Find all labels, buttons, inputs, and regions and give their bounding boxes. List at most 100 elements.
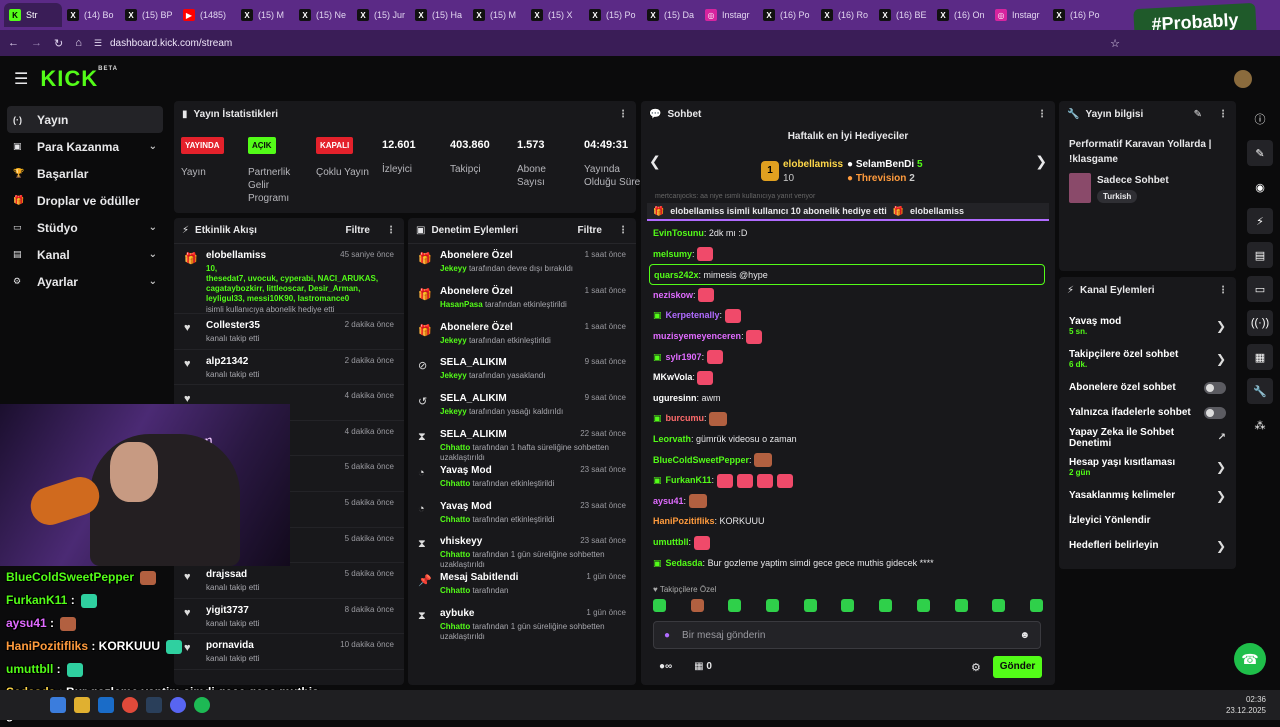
browser-tab[interactable]: X (16) Po <box>758 3 816 27</box>
browser-tab[interactable]: X (15) M <box>468 3 526 27</box>
chevron-down-icon[interactable]: ⌄ <box>148 249 157 260</box>
system-clock[interactable]: 02:36 23.12.2025 <box>1225 695 1266 715</box>
chat-username[interactable]: quars242x <box>654 270 699 281</box>
chat-username[interactable]: umuttbll <box>653 536 689 547</box>
chevron-down-icon[interactable]: ⌄ <box>148 276 157 287</box>
discord-icon[interactable] <box>170 697 186 713</box>
channel-action-row[interactable]: Yavaş mod 5 sn. ❯ <box>1069 315 1226 336</box>
moderation-filter-button[interactable]: Filtre <box>577 225 602 236</box>
chat-more-icon[interactable]: ⋮ <box>1037 108 1047 120</box>
browser-tab[interactable]: ◎ Instagr <box>990 3 1048 27</box>
chat-username[interactable]: Kerpetenally <box>665 310 720 321</box>
chrome-icon[interactable] <box>122 697 138 713</box>
browser-tab[interactable]: X (16) Ro <box>816 3 874 27</box>
sidebar-item-para-kazanma[interactable]: ▣ Para Kazanma ⌄ <box>13 139 157 154</box>
chat-icon[interactable]: ▭ <box>1247 276 1273 302</box>
chat-username[interactable]: MKwVola <box>653 372 693 383</box>
emote-icon[interactable] <box>766 599 780 612</box>
leaderboard-next-icon[interactable]: ❯ <box>1035 153 1047 169</box>
browser-tab[interactable]: ▶ (1485) <box>178 3 236 27</box>
chat-settings-icon[interactable]: ⚙ <box>971 662 981 674</box>
emote-icon[interactable] <box>690 599 704 612</box>
sidebar-item-kanal[interactable]: ▤ Kanal ⌄ <box>13 247 157 262</box>
sidebar-item-ayarlar[interactable]: ⚙ Ayarlar ⌄ <box>13 274 157 289</box>
chevron-right-icon[interactable]: ❯ <box>1215 488 1226 503</box>
channel-action-row[interactable]: Yasaklanmış kelimeler ❯ <box>1069 488 1226 503</box>
leaderboard-prev-icon[interactable]: ❮ <box>649 153 661 169</box>
kick-logo[interactable]: KICKBETA <box>40 66 119 91</box>
info-icon[interactable]: ⓘ <box>1254 114 1266 126</box>
reload-icon[interactable]: ↻ <box>54 37 64 50</box>
browser-tab[interactable]: X (16) BE <box>874 3 932 27</box>
channel-action-row[interactable]: Hesap yaşı kısıtlaması 2 gün ❯ <box>1069 456 1226 477</box>
chat-username[interactable]: EvinTosunu <box>653 228 704 238</box>
camera-icon[interactable]: ◉ <box>1255 181 1265 194</box>
channel-action-row[interactable]: İzleyici Yönlendir <box>1069 515 1151 526</box>
chat-username[interactable]: HaniPozitifliks <box>653 516 715 527</box>
browser-tab[interactable]: X (15) Jur <box>352 3 410 27</box>
chevron-right-icon[interactable]: ❯ <box>1215 459 1226 474</box>
activity-more-icon[interactable]: ⋮ <box>386 225 396 236</box>
forward-icon[interactable]: → <box>31 37 42 49</box>
tools-icon[interactable]: 🔧 <box>1247 378 1273 404</box>
steam-icon[interactable] <box>146 697 162 713</box>
windows-start-icon[interactable] <box>50 697 66 713</box>
browser-tab[interactable]: X (16) On <box>932 3 990 27</box>
browser-tab[interactable]: X (16) Po <box>1048 3 1106 27</box>
browser-tab[interactable]: X (15) X <box>526 3 584 27</box>
edit-icon[interactable]: ✎ <box>1193 108 1202 120</box>
browser-tab[interactable]: X (15) Po <box>584 3 642 27</box>
browser-tab[interactable]: X (15) Ne <box>294 3 352 27</box>
emote-icon[interactable] <box>992 599 1006 612</box>
emote-icon[interactable] <box>653 599 666 612</box>
channel-points-icon[interactable]: ●∞ <box>659 661 673 672</box>
emote-icon[interactable] <box>879 599 893 612</box>
chat-username[interactable]: FurkanK11 <box>665 475 712 486</box>
mic-icon[interactable]: ● <box>664 629 671 641</box>
file-explorer-icon[interactable] <box>74 697 90 713</box>
emote-icon[interactable] <box>841 599 855 612</box>
bookmark-star-icon[interactable]: ☆ <box>1110 37 1120 50</box>
url-input[interactable]: dashboard.kick.com/stream <box>109 37 233 49</box>
external-link-icon[interactable]: ↗ <box>1217 432 1226 443</box>
chat-username[interactable]: burcumu <box>665 413 705 424</box>
nodes-icon[interactable]: ⁂ <box>1254 419 1266 432</box>
browser-tab[interactable]: K Str <box>4 3 62 27</box>
emote-icon[interactable] <box>954 599 968 612</box>
stream-info-more-icon[interactable]: ⋮ <box>1218 108 1228 120</box>
channel-action-row[interactable]: Abonelere özel sohbet <box>1059 375 1236 400</box>
chevron-right-icon[interactable]: ❯ <box>1215 538 1226 553</box>
pencil-icon[interactable]: ✎ <box>1247 140 1273 166</box>
channel-actions-more-icon[interactable]: ⋮ <box>1218 284 1228 296</box>
channel-action-row[interactable]: Takipçilere özel sohbet 6 dk. ❯ <box>1069 348 1226 369</box>
spotify-icon[interactable] <box>194 697 210 713</box>
points-counter[interactable]: ▦ 0 <box>694 661 712 672</box>
emoji-icon[interactable]: ☻ <box>1019 629 1030 641</box>
chat-username[interactable]: melsumy <box>653 248 693 259</box>
chat-username[interactable]: uguresinn <box>653 392 697 403</box>
chat-username[interactable]: Sedasda <box>665 557 703 568</box>
home-icon[interactable]: ⌂ <box>75 37 82 49</box>
sidebar-item-yay-n[interactable]: (·) Yayın <box>7 106 163 133</box>
chat-username[interactable]: BlueColdSweetPepper <box>653 454 750 465</box>
sidebar-item-st-dyo[interactable]: ▭ Stüdyo ⌄ <box>13 220 157 235</box>
toggle-switch[interactable] <box>1204 381 1226 394</box>
sidebar-item-ba-ar-lar[interactable]: 🏆 Başarılar <box>13 166 89 181</box>
chevron-down-icon[interactable]: ⌄ <box>148 222 157 233</box>
emote-icon[interactable] <box>916 599 930 612</box>
stats-more-icon[interactable]: ⋮ <box>618 108 628 120</box>
chat-username[interactable]: Leorvath <box>653 433 692 444</box>
browser-tab[interactable]: ◎ Instagr <box>700 3 758 27</box>
toggle-switch[interactable] <box>1204 406 1226 419</box>
browser-tab[interactable]: X (15) Da <box>642 3 700 27</box>
browser-tab[interactable]: X (15) M <box>236 3 294 27</box>
category-name[interactable]: Sadece Sohbet <box>1097 175 1169 186</box>
chat-username[interactable]: sylr1907 <box>665 351 702 362</box>
moderation-more-icon[interactable]: ⋮ <box>618 225 628 236</box>
chevron-down-icon[interactable]: ⌄ <box>148 141 157 152</box>
chevron-right-icon[interactable]: ❯ <box>1215 351 1226 366</box>
lightning-icon[interactable]: ⚡ <box>1247 208 1273 234</box>
activity-filter-button[interactable]: Filtre <box>345 225 370 236</box>
emote-icon[interactable] <box>728 599 742 612</box>
user-avatar[interactable] <box>1234 70 1252 88</box>
